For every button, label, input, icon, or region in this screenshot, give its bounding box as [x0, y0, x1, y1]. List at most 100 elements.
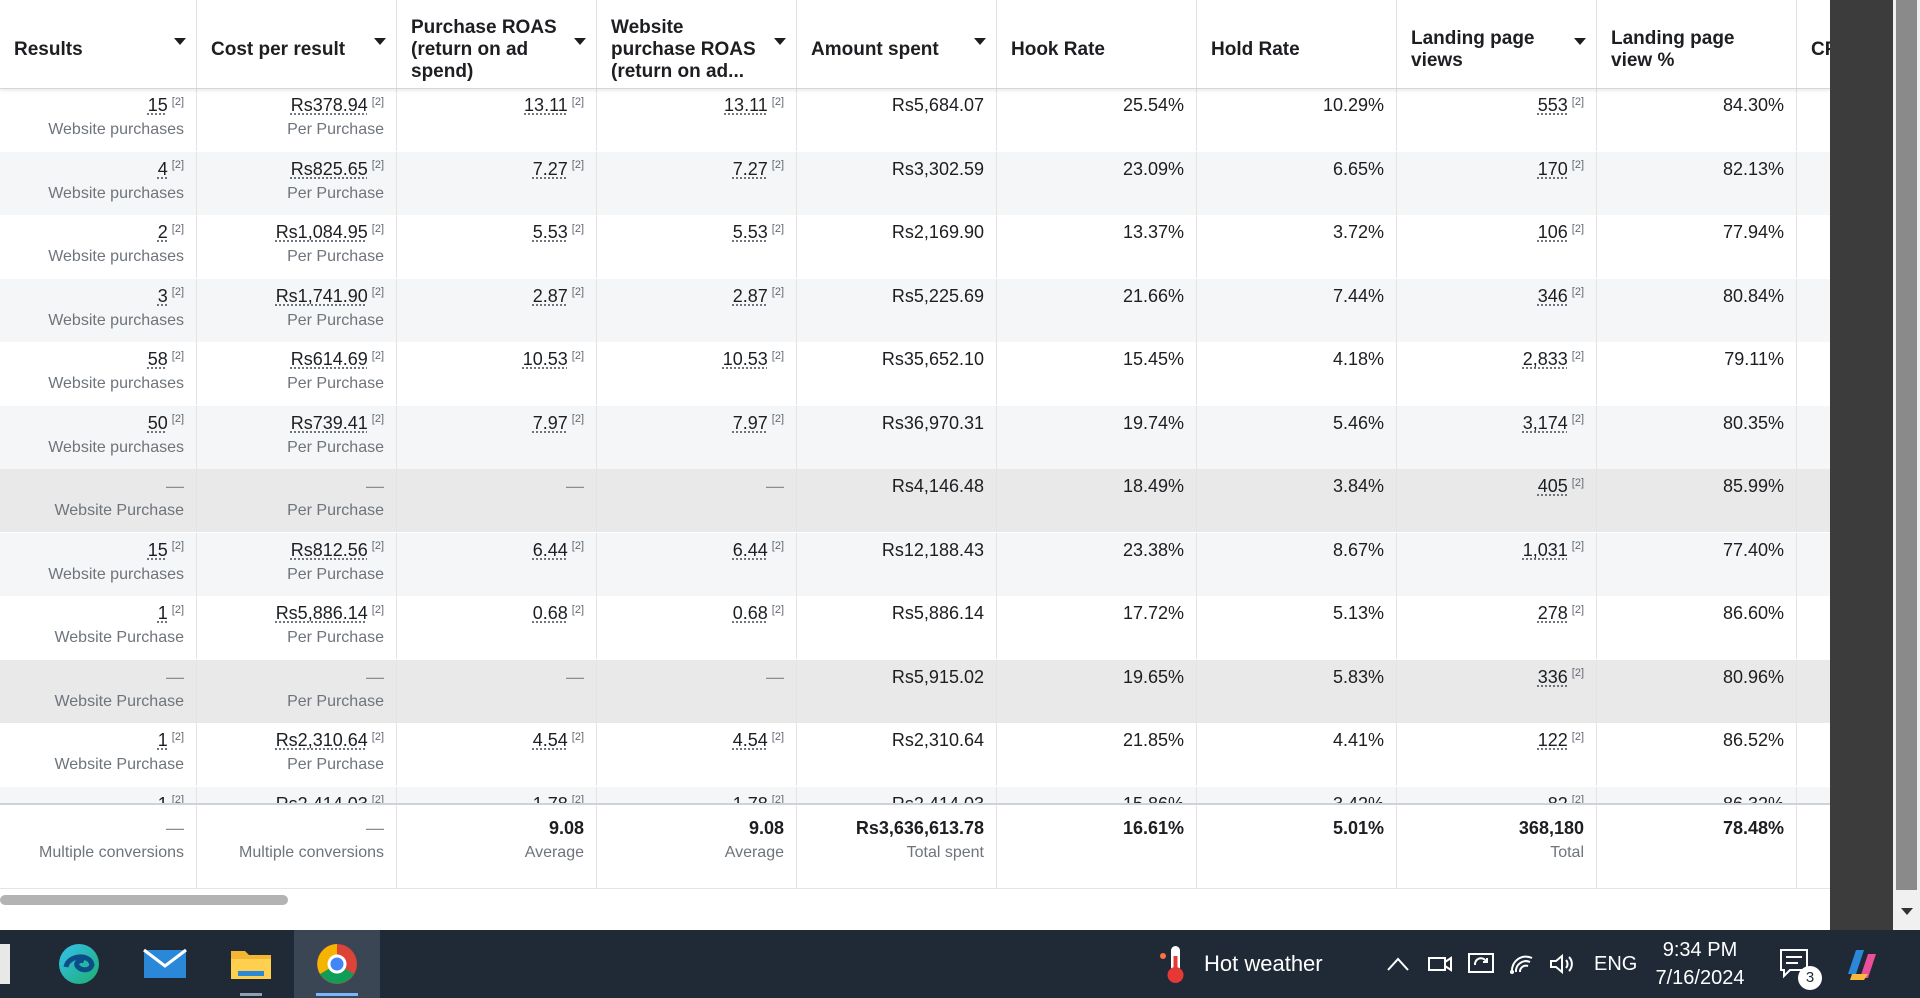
cell-value[interactable]: 15	[147, 95, 168, 115]
cell-value[interactable]: 6.44	[732, 539, 768, 560]
system-clock[interactable]: 9:34 PM 7/16/2024	[1640, 936, 1760, 992]
table-row[interactable]: 58 [2] Website purchases Rs614.69 [2] Per Pur…	[0, 342, 1830, 405]
cell-value[interactable]: 5.53	[532, 222, 568, 242]
cell-value[interactable]: 10.53	[722, 349, 768, 369]
attribution-marker[interactable]: [2]	[1571, 286, 1584, 299]
attribution-marker[interactable]: [2]	[771, 730, 784, 743]
cell-value[interactable]: 346	[1537, 285, 1568, 306]
cell-value[interactable]: 0.68	[732, 603, 768, 623]
attribution-marker[interactable]: [2]	[771, 159, 784, 172]
attribution-marker[interactable]: [2]	[771, 603, 784, 616]
attribution-marker[interactable]: [2]	[171, 286, 184, 299]
cell-value[interactable]: 278	[1537, 603, 1568, 623]
cell-value[interactable]: 13.11	[524, 95, 568, 115]
sort-dropdown-icon[interactable]	[774, 38, 786, 45]
cell-value[interactable]: 3,174	[1522, 412, 1568, 433]
attribution-marker[interactable]: [2]	[1571, 159, 1584, 172]
attribution-marker[interactable]: [2]	[771, 349, 784, 362]
attribution-marker[interactable]: [2]	[171, 730, 184, 743]
attribution-marker[interactable]: [2]	[571, 95, 584, 108]
notification-center-button[interactable]: 3	[1778, 930, 1822, 998]
attribution-marker[interactable]: [2]	[371, 603, 384, 616]
taskbar-app-file-explorer[interactable]	[208, 930, 294, 998]
cell-value[interactable]: 5.53	[732, 222, 768, 242]
cell-value[interactable]: 4.54	[532, 730, 568, 750]
copilot-button[interactable]	[1842, 930, 1882, 998]
sort-dropdown-icon[interactable]	[374, 38, 386, 45]
attribution-marker[interactable]: [2]	[1571, 667, 1584, 680]
cell-value[interactable]: Rs812.56	[290, 539, 368, 560]
attribution-marker[interactable]: [2]	[171, 794, 184, 803]
attribution-marker[interactable]: [2]	[171, 349, 184, 362]
cell-value[interactable]: Rs1,084.95	[275, 222, 368, 242]
sort-dropdown-icon[interactable]	[574, 38, 586, 45]
table-row[interactable]: 4 [2] Website purchases Rs825.65 [2] Per Purc…	[0, 151, 1830, 215]
attribution-marker[interactable]: [2]	[571, 540, 584, 553]
cell-value[interactable]: 1.78	[733, 794, 768, 804]
cell-value[interactable]: 7.27	[532, 158, 568, 179]
table-row[interactable]: 2 [2] Website purchases Rs1,084.95 [2] Per Pu…	[0, 215, 1830, 278]
cell-value[interactable]: Rs378.94	[290, 95, 368, 115]
cell-value[interactable]: 106	[1537, 222, 1568, 242]
cell-value[interactable]: Rs739.41	[290, 412, 368, 433]
column-header-8[interactable]: Landing page views	[1397, 0, 1597, 88]
attribution-marker[interactable]: [2]	[571, 413, 584, 426]
cell-value[interactable]: 58	[147, 349, 168, 369]
attribution-marker[interactable]: [2]	[371, 222, 384, 235]
column-header-10[interactable]: CP	[1797, 0, 1830, 88]
attribution-marker[interactable]: [2]	[371, 95, 384, 108]
attribution-marker[interactable]: [2]	[371, 413, 384, 426]
table-row[interactable]: 15 [2] Website purchases Rs812.56 [2] Per Pur…	[0, 532, 1830, 596]
show-hidden-icons-button[interactable]	[1386, 930, 1410, 998]
attribution-marker[interactable]: [2]	[1571, 95, 1584, 108]
attribution-marker[interactable]: [2]	[1571, 413, 1584, 426]
cell-value[interactable]: 170	[1537, 158, 1568, 179]
scroll-down-arrow-icon[interactable]	[1901, 908, 1913, 915]
attribution-marker[interactable]: [2]	[171, 540, 184, 553]
cell-value[interactable]: Rs2,310.64	[275, 730, 368, 750]
cell-value[interactable]: Rs614.69	[290, 349, 368, 369]
attribution-marker[interactable]: [2]	[771, 540, 784, 553]
attribution-marker[interactable]: [2]	[171, 603, 184, 616]
attribution-marker[interactable]: [2]	[171, 413, 184, 426]
column-header-4[interactable]: Website purchase ROAS (return on ad...	[597, 0, 797, 88]
attribution-marker[interactable]: [2]	[171, 95, 184, 108]
cell-value[interactable]: 7.27	[732, 158, 768, 179]
column-header-9[interactable]: Landing page view %	[1597, 0, 1797, 88]
attribution-marker[interactable]: [2]	[1571, 730, 1584, 743]
attribution-marker[interactable]: [2]	[371, 349, 384, 362]
cell-value[interactable]: 0.68	[532, 603, 568, 623]
cell-value[interactable]: 2,833	[1522, 349, 1568, 369]
cell-value[interactable]: 1,031	[1522, 539, 1568, 560]
cell-value[interactable]: 4.54	[732, 730, 768, 750]
column-header-1[interactable]: Results	[0, 0, 197, 88]
weather-widget[interactable]: Hot weather	[1158, 930, 1323, 998]
attribution-marker[interactable]: [2]	[1571, 349, 1584, 362]
attribution-marker[interactable]: [2]	[1571, 476, 1584, 489]
meet-now-button[interactable]	[1427, 930, 1453, 998]
attribution-marker[interactable]: [2]	[171, 159, 184, 172]
cell-value[interactable]: 405	[1537, 476, 1568, 496]
attribution-marker[interactable]: [2]	[371, 540, 384, 553]
column-header-7[interactable]: Hold Rate	[1197, 0, 1397, 88]
cell-value[interactable]: 2.87	[532, 285, 568, 306]
attribution-marker[interactable]: [2]	[771, 413, 784, 426]
cell-value[interactable]: Rs825.65	[290, 158, 368, 179]
attribution-marker[interactable]: [2]	[571, 159, 584, 172]
cell-value[interactable]: 1.78	[533, 794, 568, 804]
attribution-marker[interactable]: [2]	[771, 794, 784, 803]
table-row[interactable]: 3 [2] Website purchases Rs1,741.90 [2] Per Pu…	[0, 278, 1830, 342]
attribution-marker[interactable]: [2]	[1571, 540, 1584, 553]
cell-value[interactable]: Rs1,741.90	[275, 285, 368, 306]
attribution-marker[interactable]: [2]	[571, 349, 584, 362]
attribution-marker[interactable]: [2]	[771, 286, 784, 299]
sort-dropdown-icon[interactable]	[174, 38, 186, 45]
cell-value[interactable]: 10.53	[522, 349, 568, 369]
horizontal-scrollbar-thumb[interactable]	[0, 895, 288, 905]
attribution-marker[interactable]: [2]	[371, 730, 384, 743]
table-row[interactable]: — Website Purchase — Per Purchase — — Rs4,146.…	[0, 469, 1830, 532]
attribution-marker[interactable]: [2]	[571, 222, 584, 235]
attribution-marker[interactable]: [2]	[771, 95, 784, 108]
cell-value[interactable]: 3	[157, 285, 168, 306]
table-row[interactable]: — Website Purchase — Per Purchase — — Rs5,915.…	[0, 659, 1830, 723]
